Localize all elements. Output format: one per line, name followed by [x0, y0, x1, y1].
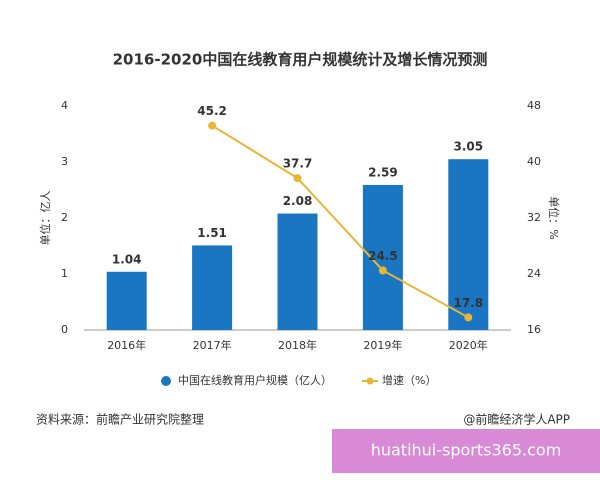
bar — [277, 213, 318, 330]
y2-axis-label: 单位：% — [547, 196, 561, 239]
legend-label: 增速（%） — [382, 373, 436, 387]
y2-tick-label: 24 — [527, 267, 541, 280]
line-value-label: 24.5 — [368, 249, 398, 263]
y-tick-label: 3 — [61, 155, 68, 168]
x-tick-label: 2017年 — [193, 338, 232, 352]
bar — [448, 159, 489, 330]
x-tick-label: 2016年 — [107, 338, 146, 352]
legend-swatch — [161, 376, 171, 386]
line-value-label: 37.7 — [283, 157, 313, 171]
legend-swatch — [366, 377, 374, 385]
bar-value-label: 1.51 — [197, 226, 227, 240]
source: 资料来源：前瞻产业研究院整理 — [36, 412, 204, 427]
bar — [192, 245, 233, 330]
y2-tick-label: 32 — [527, 211, 541, 224]
y2-tick-label: 48 — [527, 99, 541, 112]
x-tick-label: 2019年 — [363, 338, 402, 352]
y-axis-label: 单位：亿人 — [38, 191, 52, 246]
bar-value-label: 2.59 — [368, 165, 398, 179]
bar — [106, 271, 147, 330]
y-tick-label: 0 — [61, 323, 68, 336]
line-value-label: 17.8 — [453, 296, 483, 310]
chart-title: 2016-2020中国在线教育用户规模统计及增长情况预测 — [113, 51, 488, 69]
line-point — [208, 121, 217, 130]
bar-value-label: 3.05 — [453, 140, 483, 154]
line-value-label: 45.2 — [197, 104, 227, 118]
y2-tick-label: 16 — [527, 323, 541, 336]
line-point — [464, 313, 473, 322]
line-point — [293, 174, 302, 183]
watermark: huatihui-sports365.com — [371, 441, 562, 460]
watermark-box — [332, 429, 600, 473]
bar-value-label: 2.08 — [283, 194, 313, 208]
bar-value-label: 1.04 — [112, 252, 142, 266]
x-tick-label: 2018年 — [278, 338, 317, 352]
y-tick-label: 2 — [61, 211, 68, 224]
y2-tick-label: 40 — [527, 155, 541, 168]
y-tick-label: 4 — [61, 99, 68, 112]
y-tick-label: 1 — [61, 267, 68, 280]
line — [211, 124, 469, 319]
line-point — [378, 266, 387, 275]
legend-label: 中国在线教育用户规模（亿人） — [178, 373, 332, 387]
credit: @前瞻经济学人APP — [463, 412, 570, 427]
x-tick-label: 2020年 — [449, 338, 488, 352]
